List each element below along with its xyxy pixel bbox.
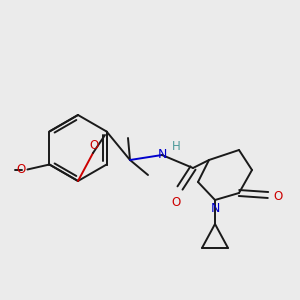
Text: O: O — [89, 139, 99, 152]
Text: O: O — [16, 163, 26, 176]
Text: H: H — [172, 140, 181, 154]
Text: O: O — [273, 190, 282, 203]
Text: N: N — [157, 148, 167, 161]
Text: O: O — [171, 196, 181, 209]
Text: N: N — [210, 202, 220, 215]
